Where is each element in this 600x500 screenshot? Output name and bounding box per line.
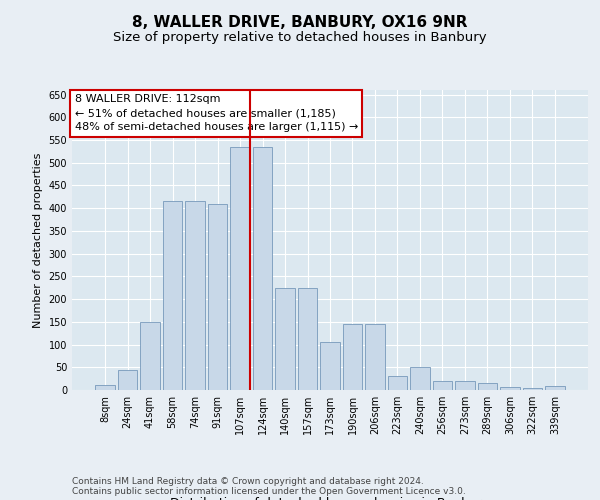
Bar	[365, 324, 385, 390]
Bar	[118, 370, 137, 390]
Bar	[388, 376, 407, 390]
Bar	[523, 388, 542, 390]
Bar	[275, 288, 295, 390]
Bar	[343, 324, 362, 390]
Bar	[298, 288, 317, 390]
Bar	[320, 342, 340, 390]
Bar	[163, 202, 182, 390]
Bar	[230, 147, 250, 390]
Bar	[208, 204, 227, 390]
Bar	[433, 381, 452, 390]
Text: Contains HM Land Registry data © Crown copyright and database right 2024.: Contains HM Land Registry data © Crown c…	[72, 476, 424, 486]
Text: Contains public sector information licensed under the Open Government Licence v3: Contains public sector information licen…	[72, 486, 466, 496]
Bar	[185, 202, 205, 390]
Bar	[478, 383, 497, 390]
Y-axis label: Number of detached properties: Number of detached properties	[33, 152, 43, 328]
Bar	[545, 386, 565, 390]
Bar	[410, 368, 430, 390]
X-axis label: Distribution of detached houses by size in Banbury: Distribution of detached houses by size …	[170, 496, 490, 500]
Text: 8, WALLER DRIVE, BANBURY, OX16 9NR: 8, WALLER DRIVE, BANBURY, OX16 9NR	[132, 15, 468, 30]
Bar	[455, 381, 475, 390]
Bar	[500, 387, 520, 390]
Bar	[253, 147, 272, 390]
Bar	[140, 322, 160, 390]
Bar	[95, 386, 115, 390]
Text: 8 WALLER DRIVE: 112sqm
← 51% of detached houses are smaller (1,185)
48% of semi-: 8 WALLER DRIVE: 112sqm ← 51% of detached…	[74, 94, 358, 132]
Text: Size of property relative to detached houses in Banbury: Size of property relative to detached ho…	[113, 31, 487, 44]
